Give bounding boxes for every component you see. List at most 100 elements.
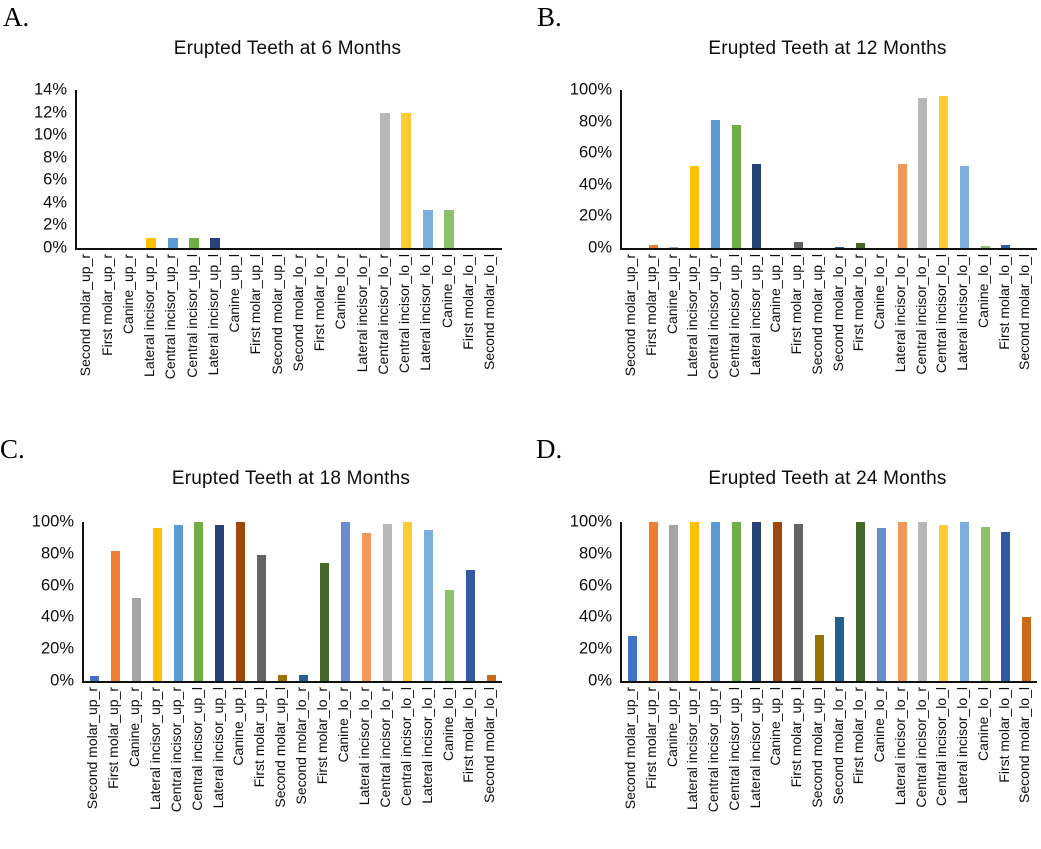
- x-axis-category-label: Central incisor_lo_r: [374, 254, 391, 375]
- x-axis-category-label: Canine_up_l: [767, 254, 784, 333]
- x-axis-category-label: Lateral incisor_lo_r: [891, 254, 908, 373]
- x-axis-category-slot: Canine_up_r: [662, 254, 683, 334]
- x-axis-category-slot: Second molar_up_r: [82, 687, 103, 809]
- x-axis-category-label: Central incisor_lo_l: [396, 254, 413, 374]
- x-axis-category-label: Second molar_lo_r: [289, 254, 306, 372]
- bar-lateral-incisor-up-l: [752, 164, 761, 248]
- bar-canine-lo-l: [981, 527, 990, 681]
- x-axis-category-slot: Canine_lo_r: [869, 687, 890, 763]
- bar-second-molar-up-l: [815, 635, 824, 681]
- x-axis-category-slot: Second molar_lo_r: [291, 687, 312, 805]
- x-axis-category-slot: Canine_up_l: [765, 254, 786, 333]
- x-axis-category-label: Lateral incisor_up_l: [209, 687, 226, 809]
- x-axis-category-label: Canine_lo_l: [974, 687, 991, 761]
- plot-area: [620, 522, 1037, 683]
- bar-first-molar-up-l: [794, 524, 803, 681]
- x-axis-category-label: Central incisor_up_r: [167, 687, 184, 813]
- bar-second-molar-lo-l: [1022, 617, 1031, 681]
- x-axis-category-slot: Second molar_up_r: [75, 254, 96, 376]
- x-axis-category-slot: Lateral incisor_lo_l: [952, 687, 973, 804]
- bar-canine-up-r: [669, 525, 678, 681]
- x-axis-category-slot: Central incisor_up_l: [187, 687, 208, 811]
- bar-canine-up-r: [669, 247, 678, 248]
- x-axis-category-slot: First molar_up_r: [641, 687, 662, 789]
- x-axis-category-slot: Central incisor_lo_l: [931, 254, 952, 373]
- x-axis-category-label: Central incisor_up_r: [705, 687, 722, 813]
- bar-second-molar-lo-r: [299, 675, 308, 681]
- bar-first-molar-lo-r: [856, 522, 865, 681]
- y-axis-tick-label: 10%: [33, 125, 67, 144]
- x-axis-category-label: Canine_up_r: [119, 254, 136, 335]
- bar-second-molar-lo-r: [835, 247, 844, 248]
- x-axis-category-slot: First molar_up_l: [786, 687, 807, 787]
- x-axis-category-slot: Second molar_lo_l: [479, 254, 500, 370]
- bar-lateral-incisor-lo-l: [960, 522, 969, 681]
- x-axis-category-label: Lateral incisor_up_l: [746, 254, 763, 376]
- bar-first-molar-up-r: [649, 245, 658, 248]
- x-axis-category-slot: Lateral incisor_lo_r: [890, 254, 911, 372]
- x-axis-category-label: Second molar_lo_l: [1016, 687, 1033, 803]
- bar-lateral-incisor-lo-r: [898, 164, 907, 248]
- bar-lateral-incisor-up-r: [690, 166, 699, 248]
- x-axis-category-label: First molar_lo_r: [314, 687, 331, 785]
- x-axis-category-label: Central incisor_up_l: [725, 687, 742, 811]
- bar-first-molar-lo-r: [856, 243, 865, 248]
- y-axis-tick-label: 40%: [40, 607, 74, 626]
- x-axis-category-slot: First molar_lo_r: [848, 254, 869, 351]
- x-axis-category-label: Lateral incisor_up_l: [204, 254, 221, 376]
- x-axis-labels: Second molar_up_r First molar_up_r Canine_…: [620, 254, 1035, 428]
- x-axis-category-slot: Canine_lo_l: [973, 254, 994, 328]
- x-axis-category-label: First molar_lo_r: [850, 687, 867, 785]
- bar-lateral-incisor-lo-l: [424, 530, 433, 681]
- x-axis-category-label: Lateral incisor_lo_l: [418, 687, 435, 804]
- x-axis-category-label: Second molar_up_l: [268, 254, 285, 375]
- x-axis-category-label: Canine_up_l: [767, 687, 784, 766]
- x-axis-category-label: Lateral incisor_lo_r: [353, 254, 370, 373]
- x-axis-category-label: Central incisor_up_l: [725, 254, 742, 378]
- x-axis-category-slot: Central incisor_up_l: [181, 254, 202, 378]
- panel-c-chart-title: Erupted Teeth at 18 Months: [171, 468, 411, 489]
- y-axis-tick-label: 0%: [50, 671, 74, 690]
- x-axis-category-slot: Canine_up_l: [228, 687, 249, 766]
- x-axis-category-label: Second molar_up_r: [77, 254, 94, 377]
- x-axis-category-label: Central incisor_lo_l: [933, 254, 950, 374]
- x-axis-category-label: Central incisor_up_r: [162, 254, 179, 380]
- x-axis-category-slot: Central incisor_up_l: [724, 254, 745, 378]
- bar-second-molar-up-r: [628, 636, 637, 681]
- panel-b: B. Erupted Teeth at 12 Months 0% 20% 40% 60…: [520, 0, 1041, 430]
- y-axis-tick-label: 60%: [578, 576, 612, 595]
- bar-canine-lo-r: [877, 528, 886, 681]
- x-axis-category-label: First molar_lo_l: [459, 254, 476, 350]
- x-axis-category-label: Canine_up_r: [125, 687, 142, 768]
- bar-lateral-incisor-up-l: [215, 525, 224, 681]
- bar-lateral-incisor-up-r: [690, 522, 699, 681]
- bar-second-molar-lo-l: [487, 675, 496, 681]
- x-axis-category-label: Central incisor_lo_l: [397, 687, 414, 807]
- x-axis-category-slot: Canine_lo_l: [973, 687, 994, 761]
- y-axis-tick-label: 6%: [43, 170, 67, 189]
- bar-central-incisor-lo-r: [380, 113, 390, 248]
- bar-lateral-incisor-lo-r: [898, 522, 907, 681]
- x-axis-category-label: Second molar_lo_r: [293, 687, 310, 805]
- x-axis-category-slot: Canine_up_r: [124, 687, 145, 767]
- bar-central-incisor-lo-l: [401, 113, 411, 248]
- x-axis-category-label: First molar_up_r: [642, 254, 659, 356]
- y-axis-tick-label: 100%: [31, 512, 74, 531]
- bar-canine-up-l: [773, 522, 782, 681]
- x-axis-category-slot: Lateral incisor_up_l: [745, 254, 766, 375]
- bar-second-molar-up-r: [90, 676, 99, 681]
- x-axis-category-slot: Lateral incisor_up_l: [203, 254, 224, 375]
- bar-first-molar-lo-r: [320, 563, 329, 681]
- panel-b-chart-title: Erupted Teeth at 12 Months: [708, 38, 947, 59]
- x-axis-category-slot: First molar_up_r: [96, 254, 117, 356]
- x-axis-category-slot: First molar_lo_l: [994, 687, 1015, 783]
- x-axis-category-slot: Central incisor_up_r: [166, 687, 187, 812]
- bar-second-molar-up-l: [278, 675, 287, 681]
- bar-central-incisor-lo-r: [918, 98, 927, 248]
- x-axis-labels: Second molar_up_r First molar_up_r Canine_…: [75, 254, 500, 428]
- x-axis-category-slot: First molar_up_l: [786, 254, 807, 354]
- bar-central-incisor-up-l: [732, 522, 741, 681]
- x-axis-category-label: Lateral incisor_lo_r: [355, 687, 372, 806]
- x-axis-category-label: First molar_up_r: [642, 687, 659, 789]
